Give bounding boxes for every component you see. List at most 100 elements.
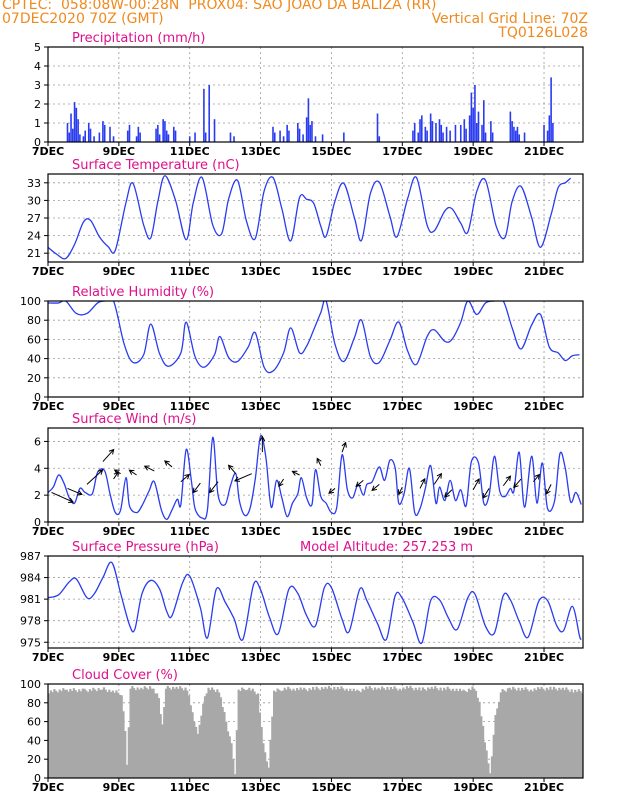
y-tick-label: 987	[20, 550, 41, 563]
cloud-bar	[492, 734, 495, 778]
y-tick-label: 981	[20, 593, 41, 606]
precip-bar	[203, 88, 205, 142]
cloud-bar	[280, 691, 283, 778]
cloud-bar	[249, 690, 253, 778]
cloud-bar	[154, 693, 157, 778]
cloud-bar	[115, 690, 118, 778]
cloud-bar	[435, 688, 439, 778]
precip-bar	[376, 113, 379, 142]
cloud-bar	[260, 726, 263, 778]
header-run-date: 07DEC2020 70Z (GMT)	[2, 11, 164, 27]
cloud-bar	[326, 688, 329, 778]
cloud-bar	[540, 686, 543, 778]
precip-bar	[442, 132, 444, 142]
precip-bar	[552, 123, 554, 142]
cloud-bar	[538, 688, 541, 778]
wind-arrow	[291, 470, 300, 476]
cloud-bar	[276, 688, 279, 778]
cloud-bar	[157, 698, 161, 778]
cloud-bar	[565, 687, 568, 778]
cloud-bar	[315, 686, 318, 778]
cloud-bar	[248, 687, 251, 778]
cloud-bar	[257, 693, 260, 778]
cloud-bar	[88, 689, 91, 778]
cloud-bar	[306, 691, 309, 778]
header-code: TQ0126L028	[498, 25, 588, 41]
cloud-bar	[393, 686, 396, 778]
cloud-bar	[191, 712, 194, 778]
cloud-bar	[94, 689, 97, 778]
cloud-bar	[118, 694, 122, 778]
cloud-bar	[575, 691, 579, 778]
cloud-bar	[226, 731, 230, 778]
cloud-bar	[474, 690, 478, 778]
cloud-bar	[448, 688, 451, 778]
cloud-bar	[467, 688, 471, 778]
cloud-bar	[173, 688, 176, 778]
cloud-bar	[242, 688, 246, 778]
cloud-bar	[384, 689, 387, 778]
cloud-bar	[203, 696, 207, 778]
y-tick-label: 0	[34, 136, 41, 149]
cloud-bar	[237, 689, 240, 778]
precip-bar	[155, 128, 157, 142]
cloud-bar	[476, 697, 479, 778]
wind-arrow	[545, 484, 552, 495]
precip-bar	[546, 130, 549, 142]
x-tick-label: 17DEC	[382, 651, 422, 664]
wind-arrow	[209, 481, 219, 494]
cloud-bar	[251, 688, 254, 778]
cloud-bar	[451, 688, 455, 778]
cloud-bar	[235, 730, 238, 778]
cloud-bar	[265, 761, 269, 778]
y-tick-label: 4	[34, 462, 41, 475]
x-tick-label: 9DEC	[103, 781, 135, 794]
x-tick-label: 15DEC	[311, 265, 351, 278]
cloud-bar	[432, 688, 435, 778]
precip-bar	[481, 124, 483, 142]
x-tick-label: 9DEC	[103, 145, 135, 158]
precip-bar	[213, 119, 216, 142]
precip-bar	[417, 132, 420, 142]
cloud-bar	[352, 688, 355, 778]
cloud-bar	[180, 688, 184, 778]
cloud-bar	[200, 715, 203, 778]
cloud-bar	[524, 687, 527, 778]
wind-arrow	[128, 469, 137, 476]
precip-bar	[102, 121, 104, 142]
cloud-bar	[471, 686, 474, 778]
series-line	[48, 301, 580, 374]
wind-arrow	[51, 492, 75, 503]
y-tick-label: 978	[20, 615, 41, 628]
cloud-bar	[515, 690, 518, 778]
cloud-bar	[269, 739, 272, 778]
wind-arrow	[443, 489, 453, 498]
cloud-bar	[480, 716, 483, 778]
precip-bar	[472, 107, 474, 142]
cloud-bar	[528, 691, 531, 778]
precip-bar	[162, 119, 164, 142]
x-tick-label: 11DEC	[170, 651, 210, 664]
cloud-bar	[86, 692, 90, 778]
cloud-bar	[506, 688, 509, 778]
cloud-bar	[212, 689, 215, 778]
cloud-bar	[221, 707, 224, 778]
precip-bar	[429, 113, 432, 142]
cloud-bar	[113, 692, 116, 778]
cloud-bar	[347, 691, 350, 778]
x-tick-label: 11DEC	[170, 781, 210, 794]
precip-bar	[128, 124, 131, 142]
cloud-bar	[122, 711, 125, 778]
wind-arrow	[472, 478, 480, 491]
precip-bar	[459, 124, 462, 142]
wind-arrow	[316, 457, 322, 466]
cloud-bar	[531, 691, 534, 778]
x-tick-label: 9DEC	[103, 265, 135, 278]
cloud-bar	[368, 686, 371, 778]
cloud-bar	[267, 767, 270, 778]
cloud-bar	[428, 689, 432, 778]
cloud-bar	[405, 686, 409, 778]
cloud-bar	[292, 688, 295, 778]
cloud-bar	[577, 689, 580, 778]
cloud-bar	[425, 690, 428, 778]
